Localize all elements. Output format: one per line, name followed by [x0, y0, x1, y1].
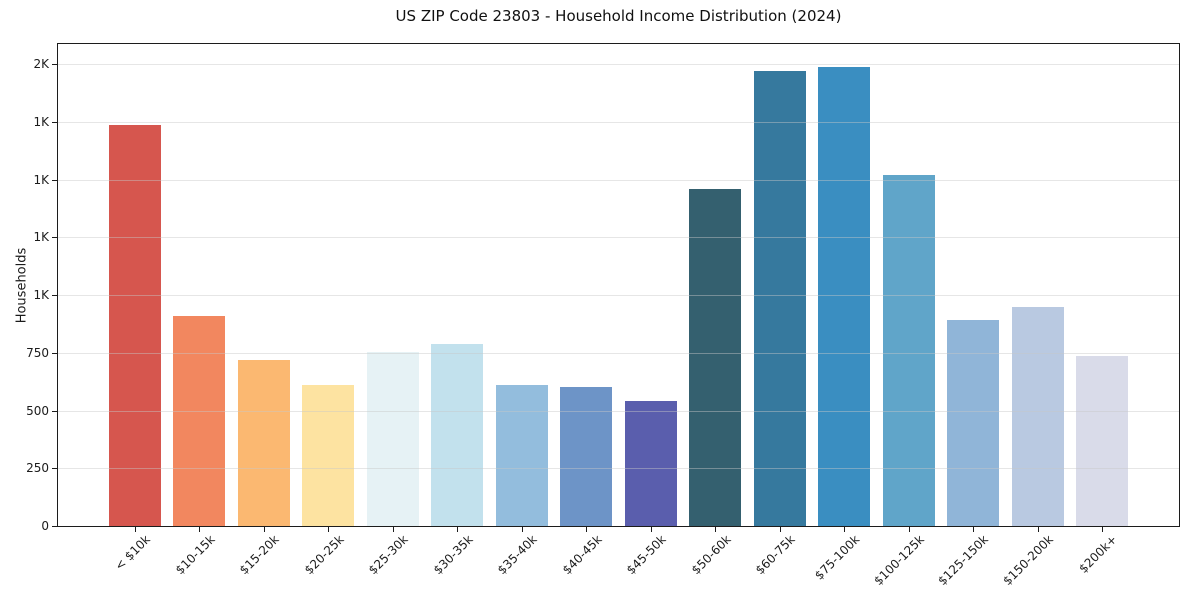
y-tick [52, 295, 57, 296]
gridline [58, 64, 1179, 65]
plot-area [57, 43, 1180, 527]
chart-title: US ZIP Code 23803 - Household Income Dis… [395, 7, 842, 25]
x-tick-label: $60-75k [752, 532, 798, 578]
x-tick [1038, 527, 1039, 532]
x-tick-label: < $10k [112, 532, 154, 574]
x-tick [457, 527, 458, 532]
bar [818, 67, 871, 526]
gridline [58, 237, 1179, 239]
x-tick-label: $125-150k [935, 532, 992, 588]
bar [947, 320, 1000, 526]
y-tick-label: 2K [33, 57, 49, 71]
x-tick [586, 527, 587, 532]
bar [1076, 356, 1128, 526]
y-tick-label: 500 [26, 403, 49, 418]
bar [431, 343, 484, 526]
y-tick-label: 250 [26, 461, 49, 476]
grid-layer [58, 44, 1179, 526]
x-tick-label: $35-40k [495, 532, 541, 578]
x-tick-label: $150-200k [1000, 532, 1056, 588]
y-tick [52, 237, 57, 238]
x-tick [264, 527, 265, 532]
gridline [58, 121, 1179, 123]
x-tick [715, 527, 716, 532]
y-tick-label: 1K [33, 172, 49, 187]
x-tick-label: $100-125k [871, 532, 927, 588]
y-tick [52, 411, 57, 412]
x-tick-label: $40-45k [559, 532, 605, 578]
y-tick [52, 122, 57, 123]
y-tick-label: 1K [33, 114, 49, 129]
x-tick-label: $75-100k [812, 532, 863, 583]
bar [689, 188, 742, 526]
bar [753, 70, 806, 526]
y-tick [52, 64, 57, 65]
x-tick [651, 527, 652, 532]
x-tick-label: $200k+ [1076, 532, 1121, 576]
y-tick-label: 1K [33, 230, 49, 245]
y-tick-label: 750 [26, 345, 49, 360]
x-tick [909, 527, 910, 532]
x-tick [973, 527, 974, 532]
bar [173, 315, 226, 526]
gridline [58, 410, 1179, 412]
gridline [58, 468, 1179, 470]
x-tick-label: $30-35k [430, 532, 476, 578]
x-tick-label: $25-30k [366, 532, 412, 578]
bar [624, 401, 677, 526]
bar [302, 385, 355, 526]
y-tick [52, 526, 57, 527]
x-tick [844, 527, 845, 532]
bar [366, 351, 419, 526]
bar [560, 387, 613, 526]
x-tick-label: $15-20k [237, 532, 283, 578]
x-tick [135, 527, 136, 532]
gridline [58, 352, 1179, 354]
y-axis-label: Households [14, 247, 30, 324]
gridline [58, 179, 1179, 181]
y-tick-label: 0 [41, 519, 49, 533]
x-tick-label: $10-15k [172, 532, 218, 578]
x-tick [780, 527, 781, 532]
x-tick [393, 527, 394, 532]
x-tick-label: $20-25k [301, 532, 347, 578]
x-tick-label: $45-50k [624, 532, 669, 578]
x-tick [1102, 527, 1103, 532]
y-tick [52, 180, 57, 181]
bar [237, 359, 290, 526]
x-tick [328, 527, 329, 532]
bar [1011, 306, 1064, 526]
y-tick [52, 468, 57, 469]
bar [495, 385, 548, 526]
x-tick-label: $50-60k [688, 532, 734, 578]
bar [109, 125, 161, 526]
bar [882, 174, 935, 526]
gridline [58, 295, 1179, 296]
x-tick [522, 527, 523, 532]
bars-layer [58, 44, 1179, 526]
y-tick-label: 1K [33, 288, 49, 302]
x-tick [199, 527, 200, 532]
y-tick [52, 353, 57, 354]
